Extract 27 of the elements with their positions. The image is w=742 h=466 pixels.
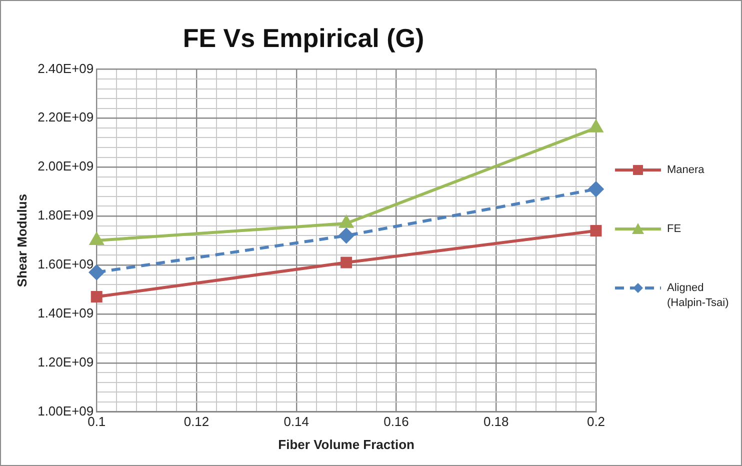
x-tick-label: 0.18: [483, 414, 509, 430]
point: [588, 182, 604, 197]
point: [90, 233, 104, 245]
point: [589, 120, 603, 132]
chart-title: FE Vs Empirical (G): [182, 22, 424, 53]
y-tick-label: 2.20E+09: [38, 110, 94, 125]
y-tick-label: 2.40E+09: [38, 60, 94, 76]
point: [340, 256, 352, 268]
point: [90, 291, 102, 303]
y-axis-title: Shear Modulus: [14, 194, 30, 288]
y-tick-label: 1.60E+09: [38, 256, 94, 272]
x-tick-label: 0.2: [586, 414, 606, 430]
y-tick-label: 2.00E+09: [38, 158, 94, 174]
legend-label: Manera: [667, 163, 704, 178]
y-tick-label: 1.80E+09: [38, 208, 94, 223]
x-axis-title: Fiber Volume Fraction: [278, 436, 415, 452]
x-tick-label: 0.14: [284, 414, 310, 430]
legend-label: Aligned (Halpin-Tsai): [667, 281, 730, 311]
point: [338, 228, 354, 244]
y-tick-label: 1.20E+09: [38, 354, 94, 370]
x-tick-label: 0.16: [384, 414, 409, 430]
point: [340, 216, 354, 228]
y-tick-label: 1.00E+09: [38, 403, 94, 418]
point: [590, 224, 602, 236]
legend-label: FE: [667, 222, 682, 237]
x-tick-label: 0.12: [184, 414, 210, 430]
y-tick-label: 1.40E+09: [38, 305, 94, 320]
